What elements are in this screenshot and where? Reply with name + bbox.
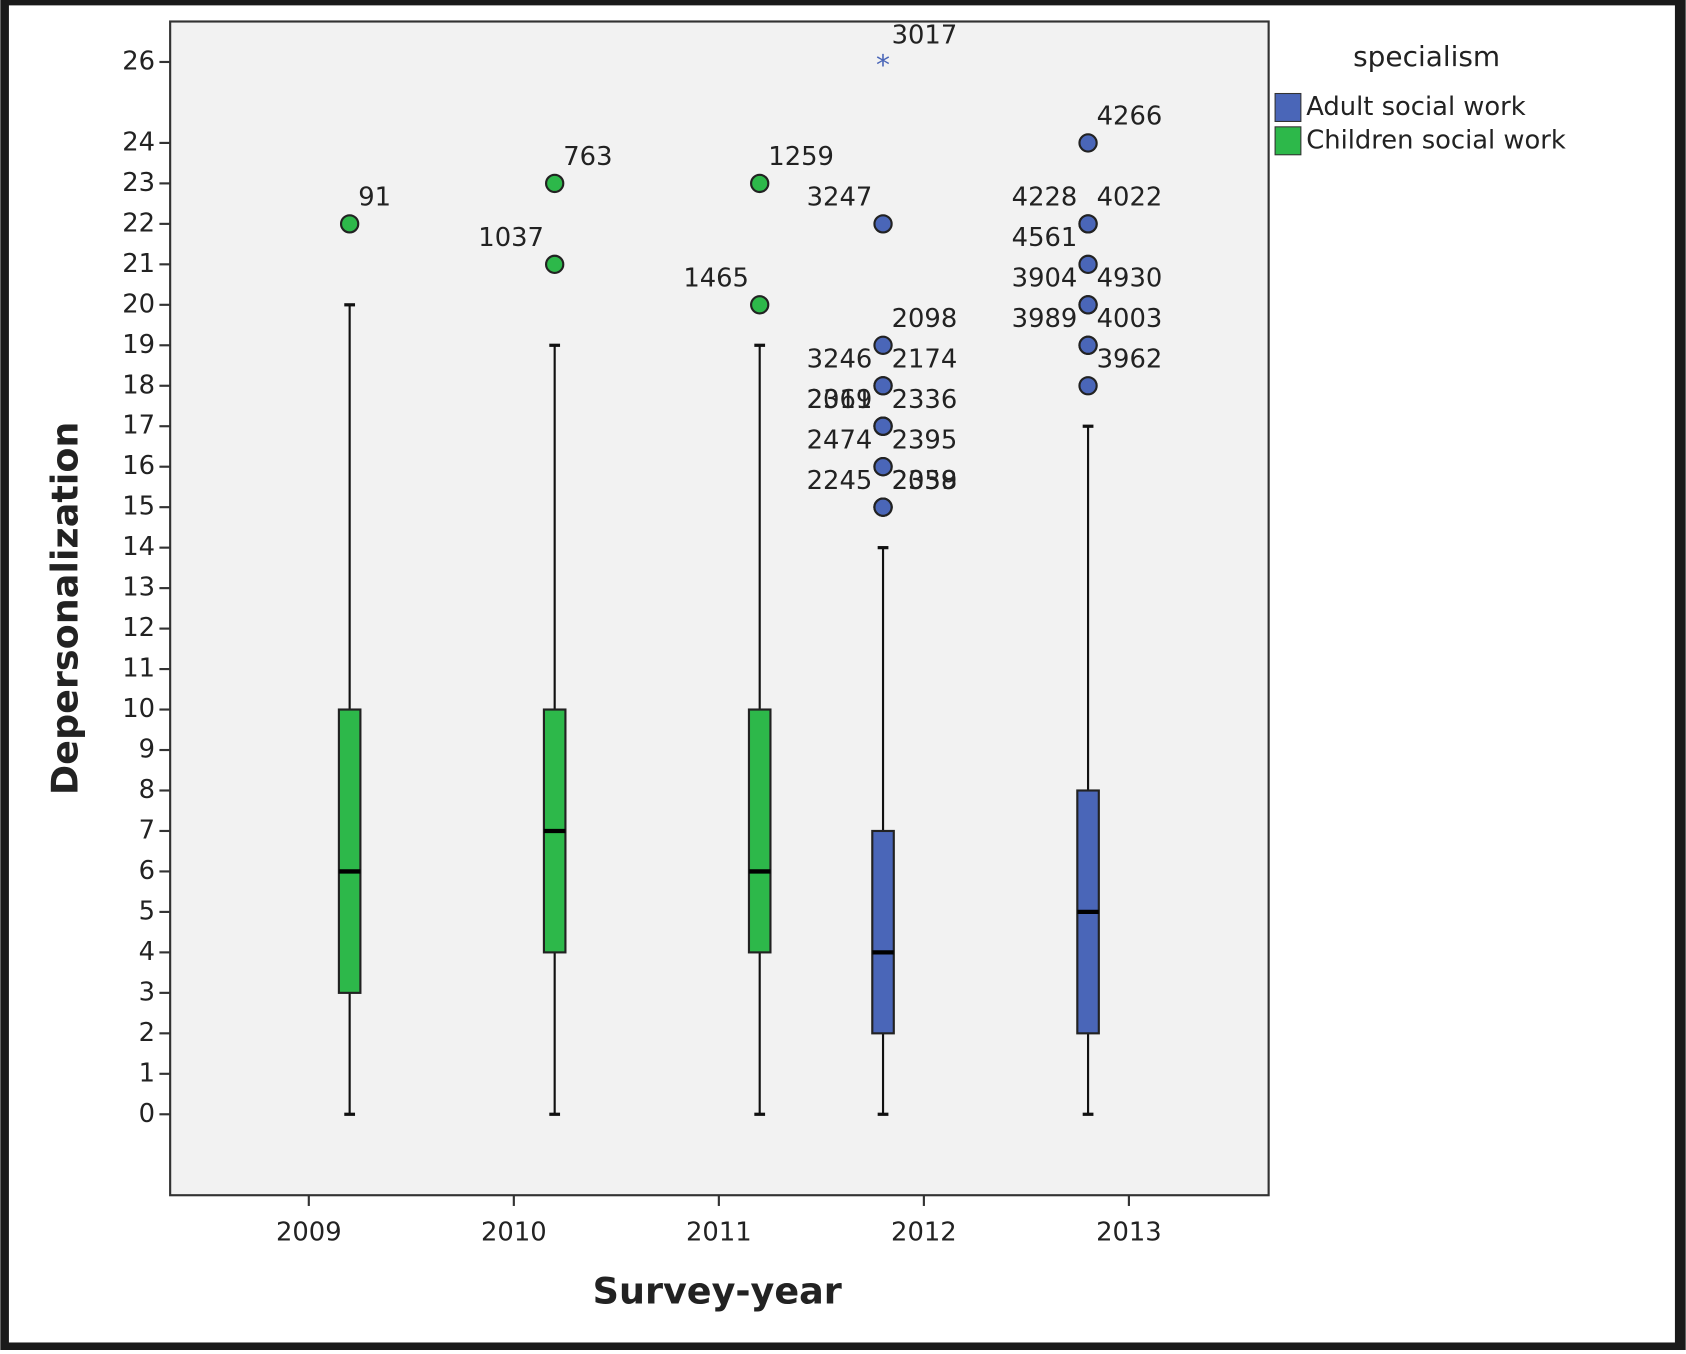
outlier (339, 214, 360, 234)
y-tick-label: 6 (139, 856, 155, 886)
outlier-label: 2336 (892, 385, 958, 415)
outlier (873, 497, 893, 517)
outlier (1078, 295, 1098, 315)
outlier-label: 2174 (892, 344, 958, 374)
outlier-label: 2311 (807, 385, 873, 415)
outlier (750, 295, 770, 315)
outlier-label: 91 (358, 183, 391, 213)
y-tick-label: 17 (122, 411, 155, 441)
y-tick-label: 1 (139, 1058, 155, 1088)
y-tick-label: 2 (139, 1018, 155, 1048)
y-tick-label: 11 (122, 654, 155, 684)
box (871, 829, 895, 1035)
y-tick-label: 12 (122, 613, 155, 643)
outlier-label: 1037 (478, 223, 544, 253)
outlier (1078, 335, 1098, 355)
outlier-label: 2098 (892, 304, 958, 334)
y-tick-label: 26 (122, 46, 155, 76)
outlier-label: 3247 (807, 183, 873, 213)
x-tick-label: 2011 (686, 1217, 752, 1247)
outlier-label: 2059 (892, 466, 958, 496)
outlier (873, 335, 893, 355)
outlier-label: 2069 (807, 385, 873, 415)
legend-label: Children social work (1306, 125, 1566, 155)
x-axis-title: Survey-year (593, 1270, 842, 1313)
y-tick-label: 8 (139, 775, 155, 805)
y-tick-label: 9 (139, 735, 155, 765)
y-tick-label: 23 (122, 168, 155, 198)
y-tick-label: 24 (122, 127, 155, 157)
y-tick-label: 4 (139, 937, 155, 967)
outlier (545, 173, 565, 194)
x-tick-label: 2009 (276, 1217, 342, 1247)
outlier-label: 3962 (1097, 344, 1163, 374)
outlier (873, 376, 893, 396)
outlier-label: 2245 (807, 466, 873, 496)
outlier (1078, 376, 1098, 396)
y-tick-label: 20 (122, 289, 155, 319)
extreme-outlier: * (876, 48, 890, 81)
y-tick-label: 3 (139, 977, 155, 1007)
outlier-label: 4930 (1097, 264, 1163, 294)
x-tick-label: 2013 (1096, 1217, 1162, 1247)
outlier-label: 3017 (892, 21, 958, 51)
outlier-label: 763 (563, 142, 612, 172)
outlier-label: 2395 (892, 425, 958, 455)
y-tick-label: 15 (122, 492, 155, 522)
outlier (750, 173, 770, 194)
y-tick-label: 22 (122, 208, 155, 238)
outlier (1078, 133, 1098, 153)
y-tick-label: 13 (122, 573, 155, 603)
box (337, 708, 362, 994)
outlier-label: 3904 (1012, 264, 1078, 294)
x-tick-label: 2012 (891, 1217, 957, 1247)
outlier-label: 2474 (807, 425, 873, 455)
legend-label: Adult social work (1306, 92, 1526, 122)
y-tick-label: 21 (122, 249, 155, 279)
outlier-label: 2338 (892, 466, 958, 496)
y-tick-label: 19 (122, 330, 155, 360)
outlier-label: 4228 (1012, 183, 1078, 213)
outlier-label: 3989 (1012, 304, 1078, 334)
x-tick-label: 2010 (481, 1217, 547, 1247)
y-tick-label: 7 (139, 815, 155, 845)
outlier-label: 1259 (768, 142, 834, 172)
y-tick-label: 5 (139, 896, 155, 926)
outlier (545, 254, 565, 275)
outlier-label: 3246 (807, 344, 873, 374)
outlier-label: 1465 (683, 264, 749, 294)
outlier (873, 416, 893, 436)
legend-swatch (1274, 92, 1302, 122)
y-tick-label: 16 (122, 451, 155, 481)
legend-title: specialism (1353, 40, 1500, 73)
box (747, 708, 772, 954)
y-tick-label: 18 (122, 370, 155, 400)
outlier-label: 4003 (1097, 304, 1163, 334)
outlier (1078, 254, 1098, 275)
legend-swatch (1274, 126, 1302, 156)
outlier (1078, 214, 1098, 234)
outlier-label: 4022 (1097, 183, 1163, 213)
y-tick-label: 10 (122, 694, 155, 724)
y-tick-label: 14 (122, 532, 155, 562)
outlier-label: 4266 (1097, 102, 1163, 132)
y-tick-label: 0 (139, 1099, 155, 1129)
outlier-label: 4561 (1012, 223, 1078, 253)
outlier (873, 457, 893, 477)
outlier (873, 214, 893, 234)
y-axis-title: Depersonalization (43, 422, 86, 796)
